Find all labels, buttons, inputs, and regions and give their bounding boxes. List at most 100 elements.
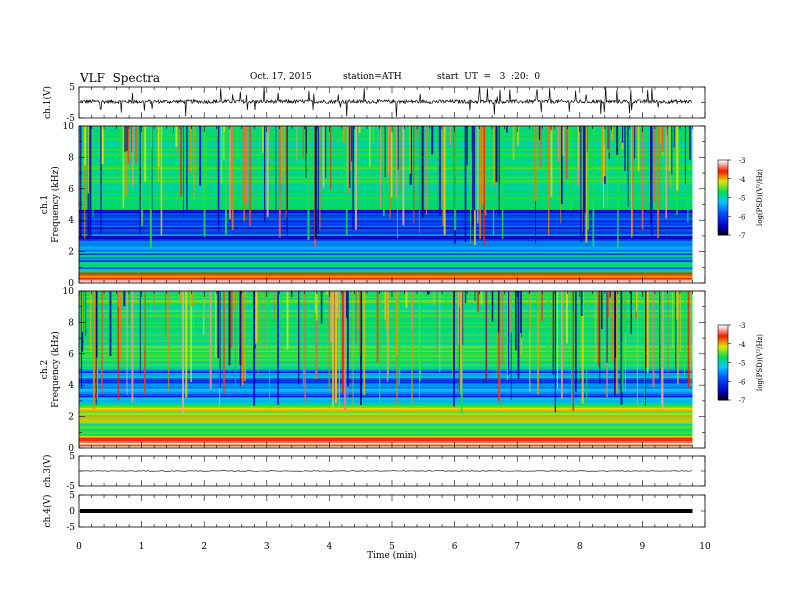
sferic-streak xyxy=(657,126,660,238)
sferic-streak xyxy=(230,291,233,348)
colorbar-segment xyxy=(718,161,728,163)
freq-tick-label: 6 xyxy=(68,350,74,360)
colorbar-segment xyxy=(718,188,728,191)
frequency-band xyxy=(79,171,693,174)
time-tick-label: 3 xyxy=(264,542,270,552)
colorbar-segment xyxy=(718,186,728,188)
sferic-streak xyxy=(119,126,122,180)
sferic-streak xyxy=(273,291,275,321)
sferic-streak xyxy=(608,291,610,318)
sferic-streak xyxy=(608,291,610,350)
sferic-streak xyxy=(135,126,138,163)
frequency-band xyxy=(79,406,693,408)
sferic-streak xyxy=(621,291,624,393)
colorbar-segment xyxy=(718,200,728,202)
colorbar-segment xyxy=(718,393,728,396)
sferic-streak xyxy=(380,126,382,209)
time-tick-label: 8 xyxy=(577,542,583,552)
colorbar-segment xyxy=(718,230,728,232)
frequency-band xyxy=(79,352,693,354)
time-axis: 0 1 2 3 4 5 6 7 8 9 10 Time (min) xyxy=(76,542,711,561)
sferic-streak xyxy=(358,126,361,134)
frequency-band xyxy=(79,234,693,236)
sferic-streak xyxy=(634,126,636,159)
sferic-streak xyxy=(675,126,677,198)
sferic-streak xyxy=(528,291,529,293)
sferic-streak xyxy=(355,291,357,344)
frequency-band xyxy=(79,262,693,264)
sferic-streak xyxy=(462,291,464,345)
colorbar-segment xyxy=(718,366,728,368)
sferic-streak xyxy=(303,126,306,159)
colorbar-segment xyxy=(718,356,728,358)
sferic-streak xyxy=(280,126,283,184)
sferic-streak xyxy=(644,291,648,368)
frequency-band xyxy=(79,246,693,249)
sferic-streak xyxy=(458,291,461,395)
frequency-band xyxy=(79,346,693,349)
frequency-band xyxy=(79,249,693,252)
colorbar-segment xyxy=(718,380,728,382)
frequency-axis-label: Frequency (kHz) xyxy=(50,166,61,243)
ch1-panel: 5 -5 ch.1(V) xyxy=(42,83,706,124)
sferic-streak xyxy=(95,291,97,405)
sferic-streak xyxy=(586,126,588,153)
frequency-band xyxy=(79,216,693,219)
sferic-streak xyxy=(497,291,500,402)
colorbar-segment xyxy=(718,361,728,363)
frequency-band xyxy=(79,192,693,195)
colorbar-segment xyxy=(718,388,728,391)
sferic-streak xyxy=(536,291,539,313)
frequency-band xyxy=(79,414,693,417)
sferic-streak xyxy=(402,126,405,226)
sferic-streak xyxy=(101,126,104,165)
sferic-streak xyxy=(588,291,590,312)
sferic-streak xyxy=(186,126,188,211)
frequency-band xyxy=(79,399,693,401)
frequency-band xyxy=(79,360,693,363)
sferic-streak xyxy=(405,291,407,359)
frequency-band xyxy=(79,427,693,429)
frequency-band xyxy=(79,423,693,426)
ch3-ytick-label: 5 xyxy=(69,452,75,462)
sferic-streak xyxy=(627,126,629,171)
sferic-streak xyxy=(684,126,686,185)
colorbar-tick-label: -6 xyxy=(739,378,746,386)
colorbar-segment xyxy=(718,183,728,186)
sferic-streak xyxy=(328,291,330,392)
sferic-streak xyxy=(354,126,358,230)
sferic-streak xyxy=(314,126,317,240)
sferic-streak xyxy=(267,291,269,346)
ch4-ytick-label: 0 xyxy=(69,507,75,517)
sferic-streak xyxy=(661,291,664,410)
sferic-streak xyxy=(599,291,601,385)
sferic-streak xyxy=(565,291,568,344)
frequency-band xyxy=(79,223,693,226)
colorbar-segment xyxy=(718,202,728,205)
colorbar-segment xyxy=(718,181,728,183)
time-tick-label: 7 xyxy=(514,542,520,552)
frequency-band xyxy=(79,395,693,398)
sferic-streak xyxy=(627,126,629,208)
sferic-streak xyxy=(126,126,128,151)
sferic-streak xyxy=(304,291,306,403)
frequency-band xyxy=(79,195,693,198)
colorbar-segment xyxy=(718,220,728,222)
sferic-streak xyxy=(606,126,608,207)
sferic-streak xyxy=(380,126,383,174)
ch3-ytick-label: -5 xyxy=(66,482,75,492)
sferic-streak xyxy=(485,291,487,383)
sferic-streak xyxy=(291,291,293,308)
sferic-streak xyxy=(534,126,537,202)
colorbar-segment xyxy=(718,191,728,193)
sferic-streak xyxy=(131,126,134,153)
colorbar-segment xyxy=(718,342,728,345)
sferic-streak xyxy=(585,126,588,243)
colorbar-segment xyxy=(718,196,728,198)
frequency-band xyxy=(79,190,693,193)
frequency-band xyxy=(79,218,693,221)
sferic-streak xyxy=(548,126,550,237)
colorbar-segment xyxy=(718,193,728,196)
sferic-streak xyxy=(603,126,605,209)
sferic-streak xyxy=(560,126,563,205)
